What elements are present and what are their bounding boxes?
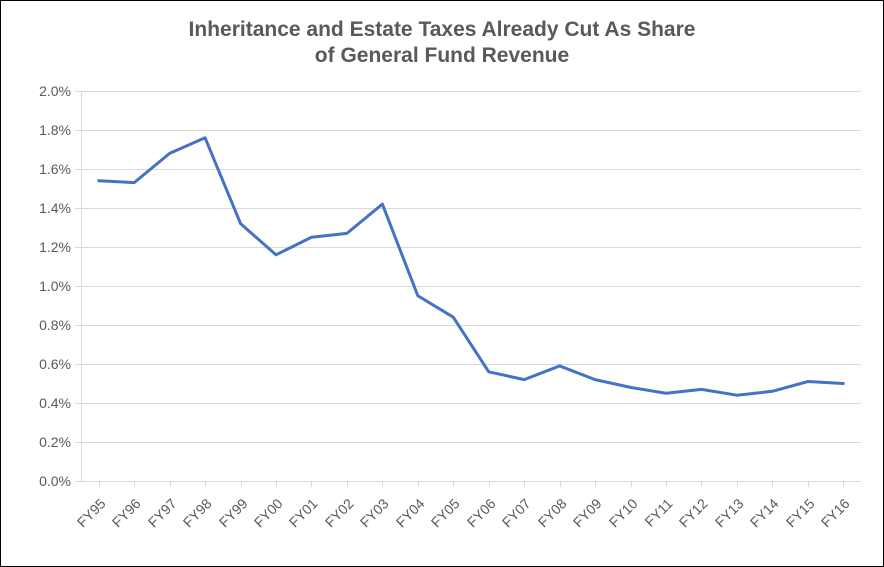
x-tick [276,481,277,487]
x-tick-label: FY04 [392,495,427,530]
chart-title-line1: Inheritance and Estate Taxes Already Cut… [189,18,696,41]
y-tick-label: 1.6% [11,161,71,177]
x-tick-label: FY95 [73,495,108,530]
y-tick-label: 1.8% [11,122,71,138]
y-tick-label: 0.6% [11,356,71,372]
x-tick [99,481,100,487]
x-tick [524,481,525,487]
x-tick-label: FY98 [180,495,215,530]
y-tick-label: 2.0% [11,83,71,99]
x-tick [489,481,490,487]
x-axis [81,481,861,482]
x-tick [453,481,454,487]
x-tick [311,481,312,487]
x-tick [418,481,419,487]
plot-area: 0.0%0.2%0.4%0.6%0.8%1.0%1.2%1.4%1.6%1.8%… [81,91,861,481]
x-tick-label: FY99 [215,495,250,530]
y-tick-label: 0.4% [11,395,71,411]
x-tick [560,481,561,487]
x-tick [772,481,773,487]
x-tick-label: FY08 [534,495,569,530]
x-tick-label: FY10 [605,495,640,530]
y-tick-label: 0.2% [11,434,71,450]
x-tick [241,481,242,487]
x-tick-label: FY13 [712,495,747,530]
x-tick [595,481,596,487]
series-path [99,138,844,395]
y-tick-label: 1.4% [11,200,71,216]
y-tick-label: 1.2% [11,239,71,255]
x-tick-label: FY07 [499,495,534,530]
x-tick-label: FY06 [463,495,498,530]
x-tick [701,481,702,487]
x-tick-label: FY05 [428,495,463,530]
chart-title-line2: of General Fund Revenue [315,44,569,67]
y-tick-label: 0.8% [11,317,71,333]
x-tick [808,481,809,487]
x-tick [347,481,348,487]
x-tick-label: FY14 [747,495,782,530]
x-tick-label: FY12 [676,495,711,530]
x-tick [843,481,844,487]
x-tick-label: FY97 [144,495,179,530]
y-tick-label: 0.0% [11,473,71,489]
x-tick-label: FY01 [286,495,321,530]
x-tick-label: FY02 [322,495,357,530]
x-tick-label: FY16 [818,495,853,530]
x-tick [382,481,383,487]
line-series [81,91,861,481]
x-tick [631,481,632,487]
chart-title: Inheritance and Estate Taxes Already Cut… [1,17,883,70]
x-tick [134,481,135,487]
x-tick-label: FY03 [357,495,392,530]
x-tick [666,481,667,487]
x-tick-label: FY15 [782,495,817,530]
y-tick-label: 1.0% [11,278,71,294]
x-tick [737,481,738,487]
x-tick [170,481,171,487]
x-tick-label: FY09 [570,495,605,530]
x-tick-label: FY00 [251,495,286,530]
x-tick-label: FY96 [109,495,144,530]
x-tick-label: FY11 [641,495,675,529]
x-tick [205,481,206,487]
chart-frame: Inheritance and Estate Taxes Already Cut… [0,0,884,567]
